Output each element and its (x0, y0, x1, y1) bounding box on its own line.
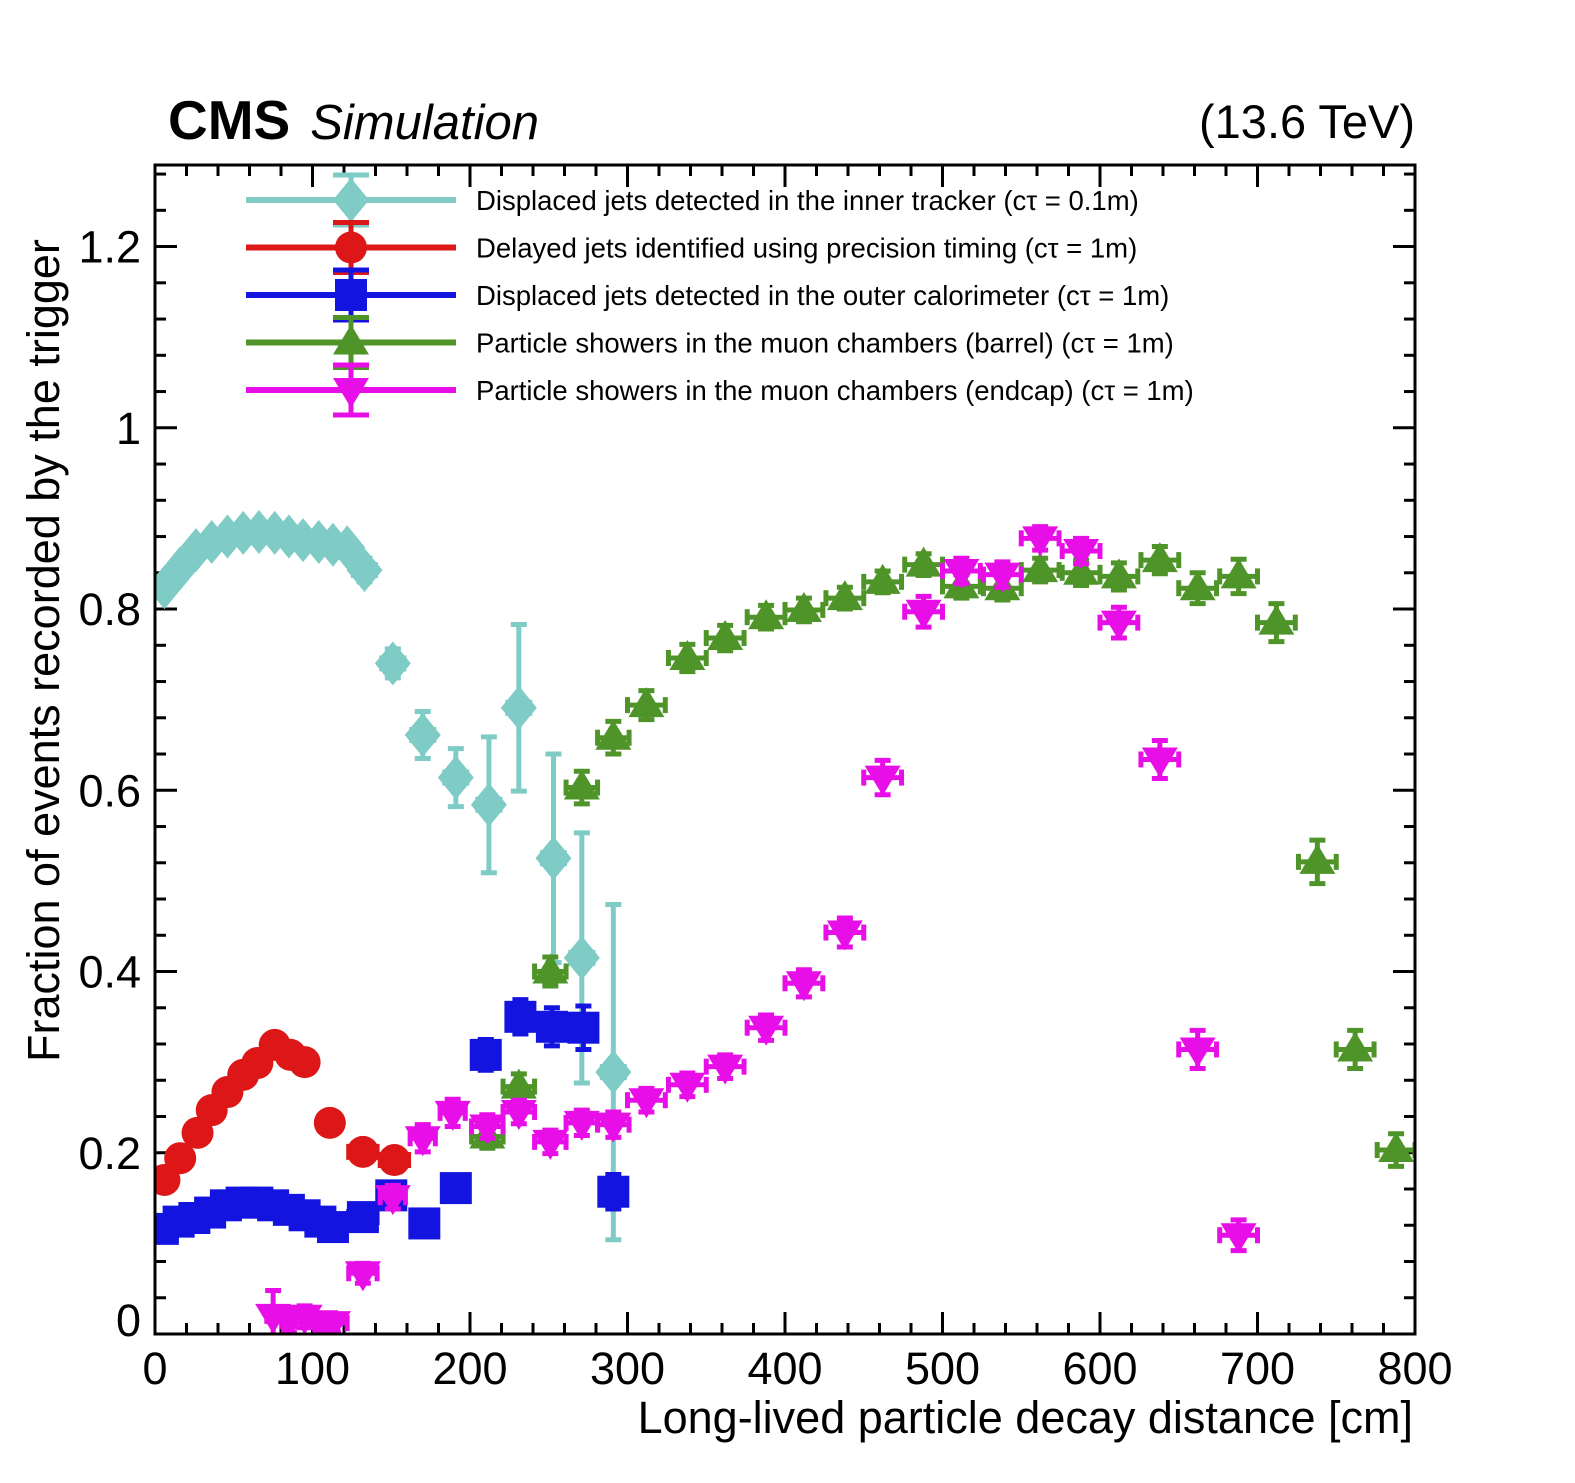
plot-header: CMS Simulation (168, 88, 539, 152)
y-tick-label: 0.4 (78, 947, 141, 998)
legend-entry-muon-barrel: Particle showers in the muon chambers (b… (246, 315, 1174, 370)
y-axis-tick-labels: 0 0.2 0.4 0.6 0.8 1 1.2 (78, 222, 141, 1346)
legend-entry-inner-tracker: Displaced jets detected in the inner tra… (246, 172, 1139, 228)
x-tick-label: 700 (1220, 1343, 1295, 1394)
legend-entry-muon-endcap: Particle showers in the muon chambers (e… (246, 362, 1194, 418)
x-tick-label: 200 (432, 1343, 507, 1394)
y-tick-label: 0.2 (78, 1128, 141, 1179)
y-tick-label: 0.8 (78, 584, 141, 635)
y-tick-label: 1 (116, 403, 141, 454)
y-tick-label: 0 (116, 1295, 141, 1346)
x-tick-label: 400 (747, 1343, 822, 1394)
y-tick-label: 1.2 (78, 222, 141, 273)
x-tick-label: 0 (142, 1343, 167, 1394)
x-tick-label: 600 (1062, 1343, 1137, 1394)
legend-entry-outer-calorimeter: Displaced jets detected in the outer cal… (246, 267, 1169, 323)
legend-label-outer-calorimeter: Displaced jets detected in the outer cal… (476, 280, 1169, 311)
legend-label-inner-tracker: Displaced jets detected in the inner tra… (476, 185, 1139, 216)
x-axis-tick-labels: 0 100 200 300 400 500 600 700 800 (142, 1343, 1452, 1394)
x-tick-label: 800 (1377, 1343, 1452, 1394)
x-tick-label: 100 (275, 1343, 350, 1394)
simulation-label: Simulation (310, 96, 540, 150)
x-tick-label: 300 (590, 1343, 665, 1394)
data-points (155, 510, 1415, 1334)
y-tick-label: 0.6 (78, 765, 141, 816)
legend-label-muon-endcap: Particle showers in the muon chambers (e… (476, 375, 1194, 406)
series-muon-endcap (255, 524, 1260, 1334)
series-inner-tracker (155, 510, 632, 1243)
x-tick-label: 500 (905, 1343, 980, 1394)
legend-entry-precision-timing: Delayed jets identified using precision … (246, 220, 1137, 275)
legend: Displaced jets detected in the inner tra… (246, 172, 1194, 418)
series-precision-timing (155, 1028, 412, 1196)
legend-label-precision-timing: Delayed jets identified using precision … (476, 233, 1137, 264)
series-outer-calorimeter (155, 997, 630, 1245)
x-axis-title: Long-lived particle decay distance [cm] (637, 1392, 1413, 1443)
y-axis-title: Fraction of events recorded by the trigg… (18, 239, 69, 1062)
plot-frame (153, 163, 1417, 1336)
legend-label-muon-barrel: Particle showers in the muon chambers (b… (476, 328, 1174, 359)
experiment-label: CMS (168, 89, 291, 151)
energy-label: (13.6 TeV) (1199, 95, 1415, 148)
